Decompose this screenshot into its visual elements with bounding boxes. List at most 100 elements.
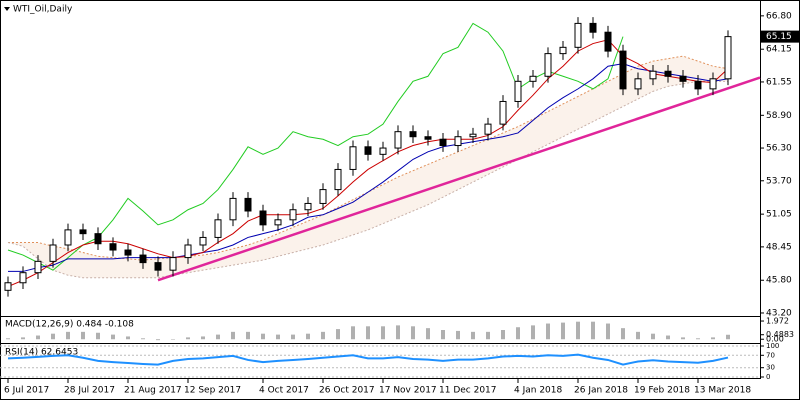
x-tick-label: 26 Oct 2017 xyxy=(319,386,375,396)
y-tick-label: 0.00 xyxy=(766,335,784,344)
candle-body xyxy=(304,202,312,211)
candle-body xyxy=(574,22,582,48)
candle-body xyxy=(454,136,462,147)
candle-body xyxy=(4,282,12,291)
candle-body xyxy=(499,100,507,125)
y-tick-label: 45.80 xyxy=(766,276,792,286)
candle-body xyxy=(394,131,402,149)
macd-bar xyxy=(321,331,325,340)
candle-body xyxy=(379,147,387,155)
x-tick-label: 26 Jan 2018 xyxy=(574,386,628,396)
macd-bar xyxy=(96,332,100,340)
cloud xyxy=(8,56,728,278)
candle-body xyxy=(19,272,27,284)
macd-bar xyxy=(201,336,205,340)
candle-body xyxy=(424,136,432,140)
y-tick-label: 56.30 xyxy=(766,144,792,154)
candle-body xyxy=(724,36,732,80)
x-tick-label: 21 Aug 2017 xyxy=(124,386,182,396)
macd-bar xyxy=(576,321,580,340)
candle-body xyxy=(184,244,192,259)
macd-bar xyxy=(606,323,610,340)
y-tick-label: 51.05 xyxy=(766,210,792,220)
candle-body xyxy=(544,53,552,77)
y-tick-label: 61.55 xyxy=(766,77,792,87)
candle-body xyxy=(244,197,252,212)
candle-body xyxy=(679,75,687,82)
candle-body xyxy=(274,219,282,226)
candle-body xyxy=(349,146,357,170)
x-tick-label: 28 Jul 2017 xyxy=(64,386,115,396)
y-tick-label: 58.90 xyxy=(766,111,792,121)
rsi-line xyxy=(7,353,729,366)
macd-bar xyxy=(696,338,700,340)
macd-bar xyxy=(651,333,655,340)
candle-body xyxy=(694,80,702,90)
candle-body xyxy=(169,257,177,271)
macd-bar xyxy=(426,328,430,340)
macd-bar xyxy=(471,331,475,340)
candle-body xyxy=(139,254,147,264)
macd-bar xyxy=(591,321,595,340)
macd-bar xyxy=(51,333,55,340)
macd-bar xyxy=(666,335,670,340)
indicator-line xyxy=(7,80,728,279)
candle-body xyxy=(109,243,117,251)
y-tick-label: 0 xyxy=(766,373,770,381)
candle-body xyxy=(634,78,642,90)
macd-bar xyxy=(216,334,220,340)
menu-arrow[interactable] xyxy=(4,7,10,11)
x-tick-label: 11 Dec 2017 xyxy=(439,386,497,396)
price-box-label: 65.15 xyxy=(766,32,792,42)
macd-bar xyxy=(711,337,715,340)
candle-body xyxy=(34,260,42,274)
candle-body xyxy=(214,219,222,238)
candle-body xyxy=(64,229,72,246)
y-tick-label: 30 xyxy=(766,364,775,372)
x-tick-label: 13 Mar 2018 xyxy=(694,386,751,396)
macd-bar xyxy=(726,334,730,340)
macd-bar xyxy=(336,329,340,340)
candle-body xyxy=(409,131,417,138)
macd-bar xyxy=(516,327,520,340)
candle-body xyxy=(79,229,87,235)
rsi-label: RSI(14) 62.6453 xyxy=(5,348,78,358)
y-tick-label: 1.972 xyxy=(766,317,789,326)
candle-body xyxy=(334,168,342,191)
y-tick-label: 64.15 xyxy=(766,45,792,55)
candle-body xyxy=(289,209,297,221)
y-tick-label: 70 xyxy=(766,351,775,359)
candle-body xyxy=(619,50,627,90)
macd-bar xyxy=(501,330,505,340)
macd-bar xyxy=(66,331,70,340)
macd-bar xyxy=(531,325,535,340)
macd-bar xyxy=(81,331,85,340)
price-box xyxy=(761,30,799,43)
macd-bar xyxy=(141,338,145,340)
y-tick-label: 53.70 xyxy=(766,176,792,186)
macd-bar xyxy=(681,337,685,340)
candle-body xyxy=(124,249,132,256)
macd-bar xyxy=(636,331,640,340)
candle-body xyxy=(589,22,597,33)
candle-body xyxy=(319,189,327,204)
macd-bar xyxy=(621,328,625,340)
candle-body xyxy=(664,70,672,77)
macd-bar xyxy=(561,322,565,340)
macd-label: MACD(12,26,9) 0.484 -0.108 xyxy=(5,320,134,330)
x-tick-label: 17 Nov 2017 xyxy=(379,386,437,396)
candle-body xyxy=(364,146,372,155)
macd-bar xyxy=(171,339,175,340)
x-tick-label: 12 Sep 2017 xyxy=(184,386,241,396)
macd-bar xyxy=(366,326,370,340)
macd-bar xyxy=(546,323,550,340)
macd-bar xyxy=(456,330,460,340)
trendline xyxy=(157,76,761,282)
macd-bar xyxy=(276,334,280,340)
macd-bar xyxy=(396,325,400,340)
candle-body xyxy=(229,197,237,221)
candle-body xyxy=(49,244,57,262)
macd-bar xyxy=(261,333,265,340)
chart-title: WTI_Oil,Daily xyxy=(13,5,73,15)
